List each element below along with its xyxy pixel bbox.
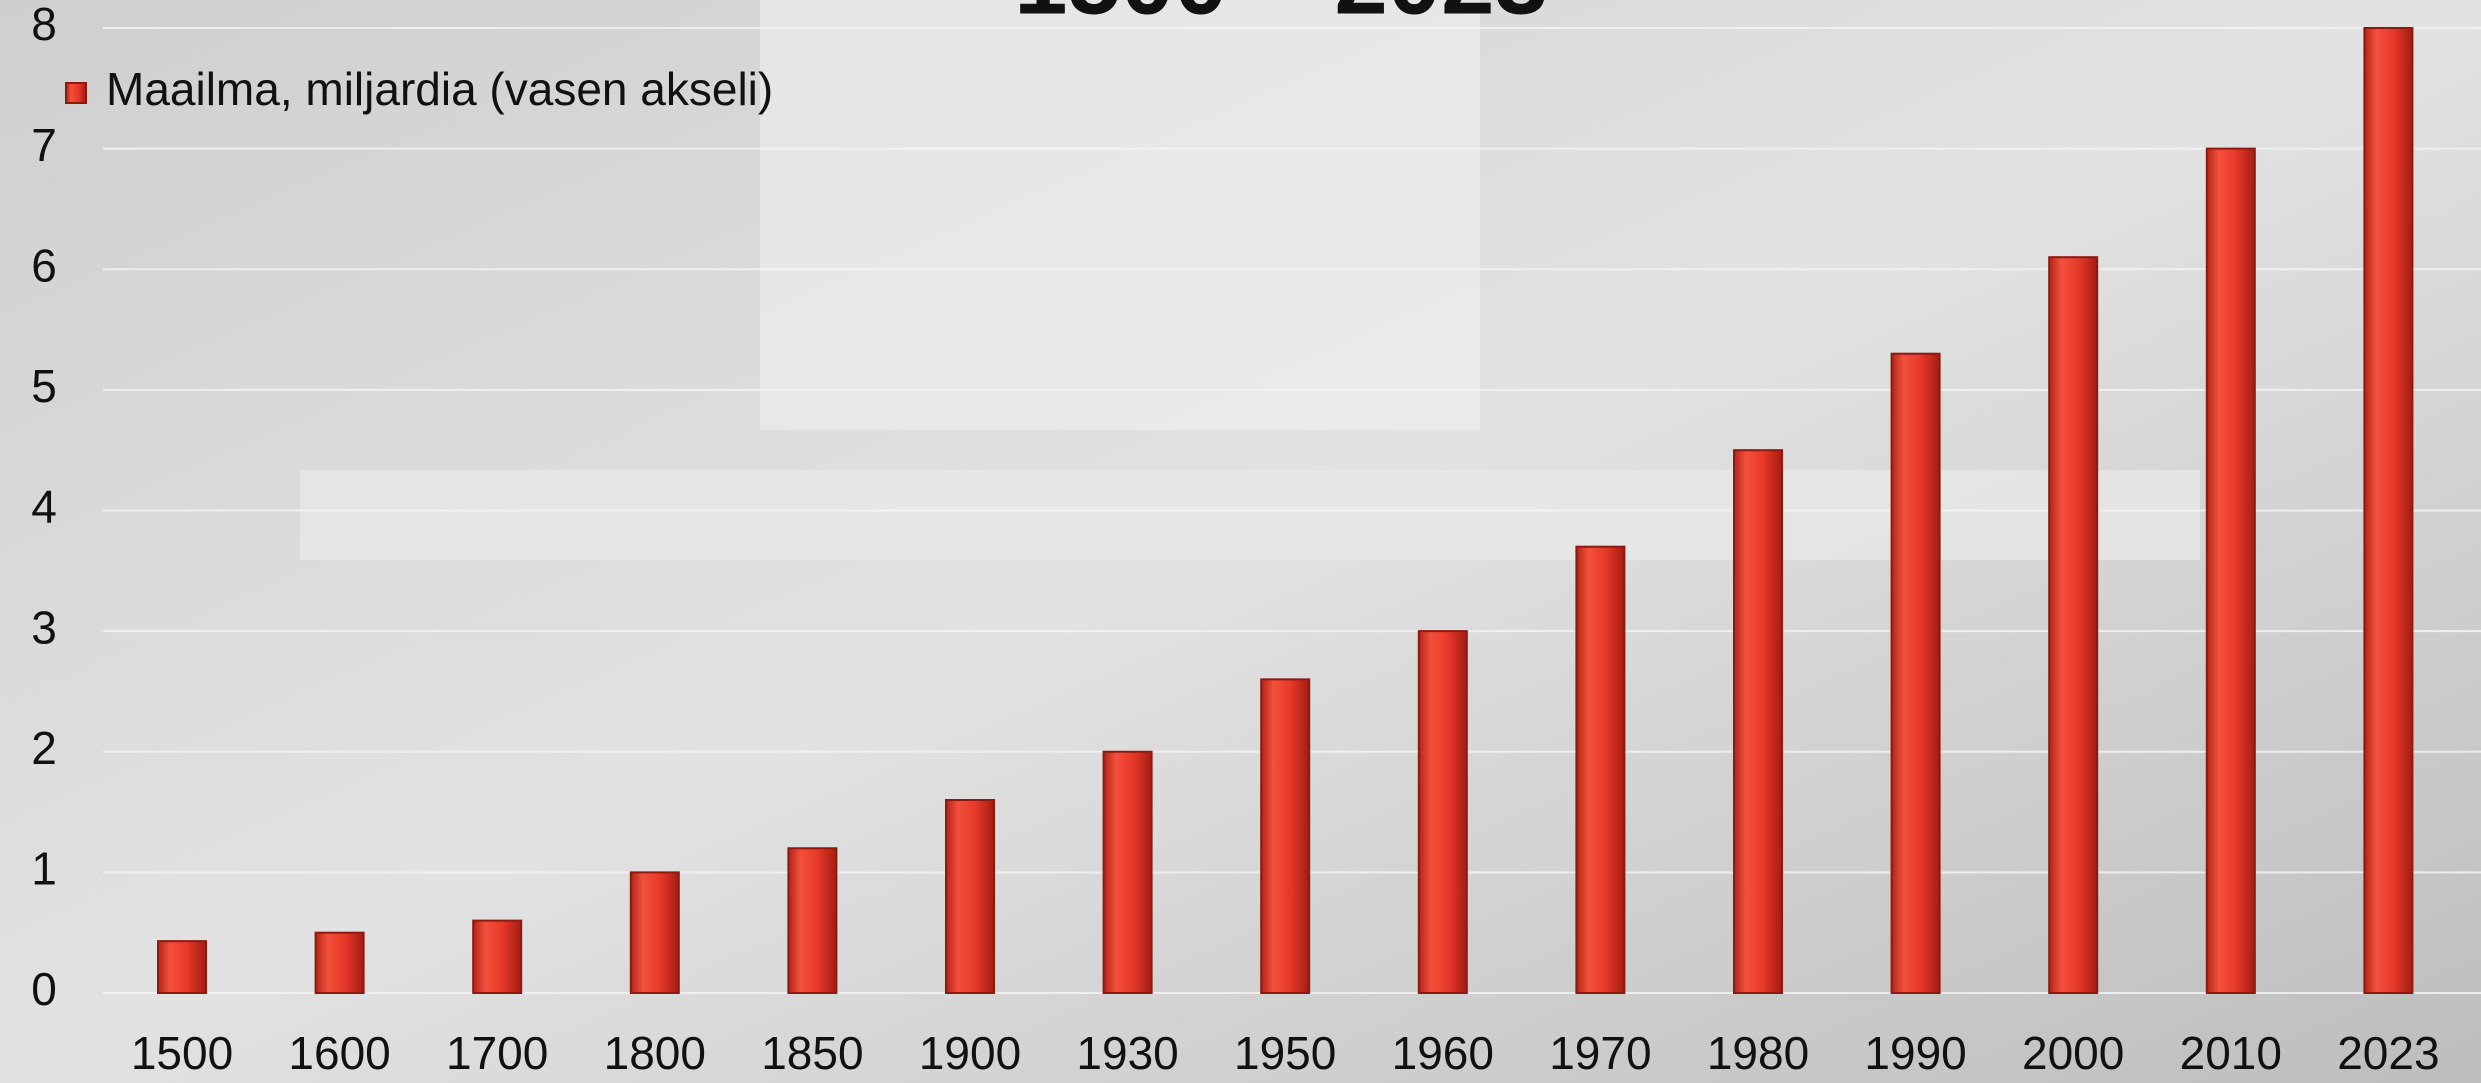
bar	[787, 847, 838, 994]
bar	[1417, 630, 1468, 994]
x-tick-label: 1600	[288, 1027, 390, 1079]
bar	[314, 931, 365, 994]
y-tick-label: 4	[31, 481, 57, 533]
bar	[1102, 750, 1153, 994]
x-tick-label: 1990	[1864, 1027, 1966, 1079]
chart-title: 1500 – 2023	[1014, 0, 1548, 34]
legend-label: Maailma, miljardia (vasen akseli)	[106, 63, 773, 115]
x-tick-label: 1700	[446, 1027, 548, 1079]
bar	[2048, 256, 2099, 994]
bar	[1890, 352, 1941, 994]
bar	[157, 940, 207, 994]
x-tick-label: 1500	[131, 1027, 233, 1079]
y-tick-label: 3	[31, 601, 57, 653]
x-tick-label: 1800	[604, 1027, 706, 1079]
bar	[472, 919, 523, 994]
legend: Maailma, miljardia (vasen akseli)	[65, 63, 773, 115]
y-tick-label: 1	[31, 843, 57, 895]
x-tick-label: 2000	[2022, 1027, 2124, 1079]
y-tick-label: 6	[31, 239, 57, 291]
photo-window	[760, 0, 1480, 430]
x-tick-label: 2010	[2180, 1027, 2282, 1079]
x-tick-label: 1930	[1076, 1027, 1178, 1079]
bar	[2205, 147, 2256, 994]
bar	[2363, 27, 2414, 994]
x-tick-label: 1950	[1234, 1027, 1336, 1079]
bar	[945, 799, 995, 994]
x-tick-label: 1960	[1392, 1027, 1494, 1079]
bar	[629, 871, 680, 994]
x-tick-label: 1970	[1549, 1027, 1651, 1079]
bar	[1575, 545, 1626, 994]
bar	[1260, 678, 1311, 994]
bar	[1733, 449, 1783, 994]
y-tick-label: 8	[31, 0, 57, 50]
photo-table	[300, 470, 2200, 560]
x-tick-label: 2023	[2337, 1027, 2439, 1079]
x-tick-label: 1850	[761, 1027, 863, 1079]
y-tick-label: 5	[31, 360, 57, 412]
x-tick-label: 1900	[919, 1027, 1021, 1079]
y-tick-label: 7	[31, 119, 57, 171]
y-tick-label: 0	[31, 963, 57, 1015]
legend-swatch	[65, 82, 87, 104]
x-tick-label: 1980	[1707, 1027, 1809, 1079]
y-tick-label: 2	[31, 722, 57, 774]
